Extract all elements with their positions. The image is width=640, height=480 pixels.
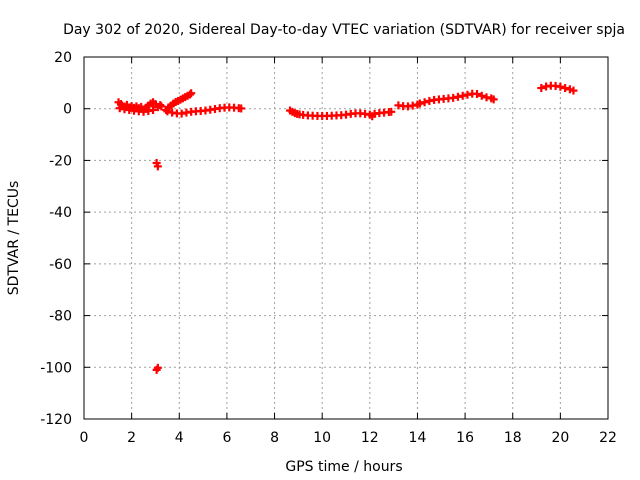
x-tick-label: 20 [551,430,569,446]
x-axis-title: GPS time / hours [285,459,402,475]
x-tick-label: 14 [409,430,427,446]
data-point [237,104,246,113]
x-tick-label: 0 [80,430,89,446]
data-point [561,84,570,93]
data-point [187,89,196,98]
data-point [556,82,565,91]
axis-ticks: 0 2 4 6 8 10 12 14 16 18 20 22 -120 -100 -80 -60 -40 -20 0… [40,50,617,446]
x-tick-label: 2 [127,430,136,446]
y-axis-title: SDTVAR / TECUs [6,181,22,296]
x-tick-label: 18 [504,430,522,446]
data-point [569,86,578,95]
data-points [114,81,578,374]
data-point [149,106,158,115]
x-tick-label: 8 [270,430,279,446]
y-tick-label: 0 [63,102,72,118]
chart-title: Day 302 of 2020, Sidereal Day-to-day VTE… [63,22,625,38]
data-point [489,95,498,104]
y-tick-label: 20 [54,50,72,66]
data-point [153,363,162,372]
data-point [185,90,194,99]
y-tick-label: -60 [49,257,72,273]
y-tick-label: -100 [40,360,72,376]
data-point [153,162,162,171]
data-point [156,101,165,110]
data-point [473,89,481,98]
x-tick-label: 12 [361,430,379,446]
x-tick-label: 4 [175,430,184,446]
x-tick-label: 22 [599,430,617,446]
data-point [537,84,546,93]
y-tick-label: -20 [49,153,72,169]
y-tick-label: -80 [49,309,72,325]
x-tick-label: 16 [456,430,474,446]
x-tick-label: 10 [313,430,331,446]
y-tick-label: -120 [40,412,72,428]
x-tick-label: 6 [222,430,231,446]
y-tick-label: -40 [49,205,72,221]
data-point [163,107,172,116]
data-point [387,107,396,116]
plot-frame [83,56,609,420]
data-point [157,102,166,111]
data-point [415,99,424,108]
data-point [477,91,486,100]
data-point [420,98,429,107]
